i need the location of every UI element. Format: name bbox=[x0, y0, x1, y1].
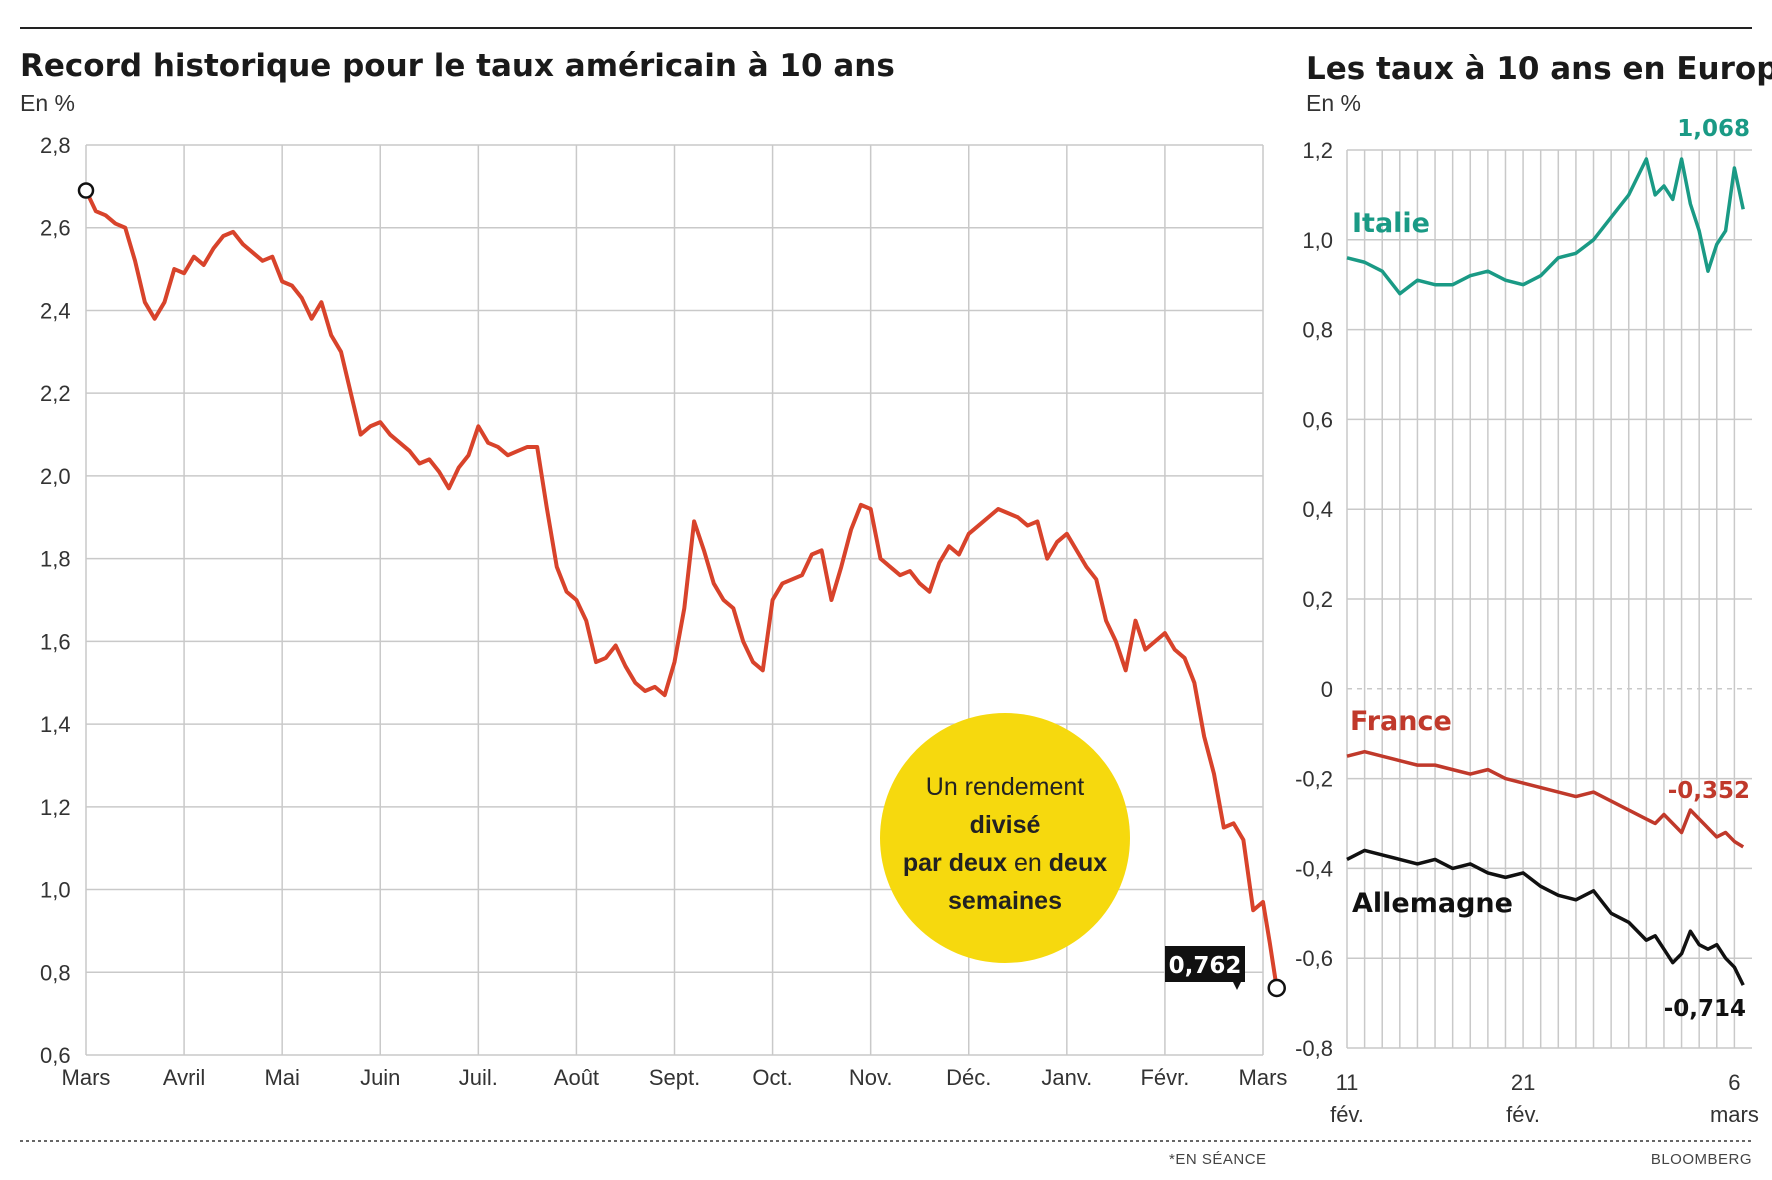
eu-x-tick-day: 11 bbox=[1336, 1070, 1359, 1095]
eu-gridlines bbox=[1346, 149, 1752, 1049]
us-x-tick: Juin bbox=[360, 1065, 400, 1090]
series-label-allemagne: Allemagne bbox=[1352, 888, 1513, 919]
eu-y-tick: 1,2 bbox=[1302, 138, 1333, 163]
us-x-tick: Déc. bbox=[946, 1065, 991, 1090]
eu-chart-title: Les taux à 10 ans en Europe bbox=[1306, 51, 1772, 87]
us-y-tick: 2,6 bbox=[40, 216, 71, 241]
us-y-axis: 0,6 0,8 1,0 1,2 1,4 1,6 1,8 2,0 2,2 2,4 2,6 2,8 bbox=[40, 133, 71, 1068]
us-series bbox=[77, 182, 1286, 998]
us-last-value: 0,762 bbox=[1169, 953, 1242, 979]
us-x-tick: Juil. bbox=[459, 1065, 498, 1090]
footer-note: *EN SÉANCE bbox=[1169, 1151, 1267, 1168]
eu-x-tick-month: fév. bbox=[1330, 1102, 1364, 1127]
us-y-tick: 2,0 bbox=[40, 464, 71, 489]
us-x-tick: Févr. bbox=[1140, 1065, 1189, 1090]
callout-line4: semaines bbox=[948, 887, 1062, 915]
us-start-point bbox=[77, 182, 95, 199]
us-y-tick: 1,6 bbox=[40, 629, 71, 654]
us-y-tick: 1,4 bbox=[40, 712, 71, 737]
us-x-tick: Oct. bbox=[752, 1065, 792, 1090]
eu-line-italie bbox=[1346, 157, 1745, 296]
us-x-tick: Mai bbox=[264, 1065, 299, 1090]
italie-end-value: 1,068 bbox=[1677, 116, 1750, 142]
callout-line1: Un rendement bbox=[926, 773, 1084, 801]
us-y-tick: 1,0 bbox=[40, 878, 71, 903]
eu-series-group bbox=[1346, 157, 1745, 986]
us-10y-rate-line bbox=[84, 189, 1279, 989]
eu-y-tick: -0,4 bbox=[1295, 856, 1333, 881]
eu-y-tick: -0,6 bbox=[1295, 946, 1333, 971]
us-last-value-badge: 0,762 bbox=[1165, 946, 1245, 990]
us-x-tick: Nov. bbox=[849, 1065, 893, 1090]
us-y-tick: 0,6 bbox=[40, 1043, 71, 1068]
footer-source: BLOOMBERG bbox=[1651, 1151, 1752, 1168]
allemagne-end-value: -0,714 bbox=[1664, 996, 1746, 1022]
us-x-tick: Avril bbox=[163, 1065, 205, 1090]
eu-x-tick-month: fév. bbox=[1506, 1102, 1540, 1127]
us-x-tick: Mars bbox=[62, 1065, 111, 1090]
eu-y-tick: 0,6 bbox=[1302, 407, 1333, 432]
series-label-france: France bbox=[1350, 706, 1452, 737]
us-y-tick: 2,4 bbox=[40, 298, 71, 323]
us-x-tick: Août bbox=[554, 1065, 599, 1090]
eu-chart-unit: En % bbox=[1306, 90, 1361, 116]
eu-y-tick: -0,2 bbox=[1295, 767, 1333, 792]
eu-x-tick-day: 21 bbox=[1511, 1070, 1535, 1095]
eu-x-axis: 11 fév. 21 fév. 6 mars bbox=[1330, 1070, 1759, 1127]
callout-line3: par deux en deux bbox=[903, 849, 1107, 877]
eu-y-tick: -0,8 bbox=[1295, 1036, 1333, 1061]
badge-background bbox=[1165, 946, 1245, 982]
eu-y-tick: 1,0 bbox=[1302, 228, 1333, 253]
eu-line-france bbox=[1346, 749, 1745, 849]
callout-line2: divisé bbox=[970, 811, 1041, 839]
eu-y-tick: 0,2 bbox=[1302, 587, 1333, 612]
us-chart-unit: En % bbox=[20, 90, 75, 116]
callout-line3-bold2: deux bbox=[1049, 849, 1107, 877]
eu-x-tick-month: mars bbox=[1710, 1102, 1759, 1127]
us-y-tick: 2,2 bbox=[40, 381, 71, 406]
badge-pointer bbox=[1233, 982, 1241, 990]
us-y-tick: 1,8 bbox=[40, 547, 71, 572]
us-x-tick: Sept. bbox=[649, 1065, 700, 1090]
eu-line-allemagne bbox=[1346, 848, 1745, 986]
rendement-callout: Un rendement divisé par deux en deux sem… bbox=[880, 713, 1130, 963]
eu-y-tick: 0,4 bbox=[1302, 497, 1333, 522]
us-chart-title: Record historique pour le taux américain… bbox=[20, 48, 895, 84]
eu-y-tick: 0,8 bbox=[1302, 318, 1333, 343]
us-y-tick: 1,2 bbox=[40, 795, 71, 820]
us-x-tick: Janv. bbox=[1041, 1065, 1092, 1090]
series-label-italie: Italie bbox=[1352, 208, 1430, 239]
callout-line3-bold1: par deux bbox=[903, 849, 1007, 877]
callout-line3-plain: en bbox=[1014, 849, 1042, 877]
us-y-tick: 2,8 bbox=[40, 133, 71, 158]
us-end-point bbox=[1267, 978, 1286, 998]
callout-circle bbox=[880, 713, 1130, 963]
eu-y-tick: 0 bbox=[1321, 677, 1333, 702]
eu-y-axis: -0,8 -0,6 -0,4 -0,2 0 0,2 0,4 0,6 0,8 1,0 1,2 bbox=[1295, 138, 1333, 1061]
us-y-tick: 0,8 bbox=[40, 960, 71, 985]
us-x-axis: Mars Avril Mai Juin Juil. Août Sept. Oct. Nov. Dé… bbox=[62, 1065, 1288, 1090]
france-end-value: -0,352 bbox=[1668, 778, 1750, 804]
us-x-tick: Mars bbox=[1239, 1065, 1288, 1090]
eu-x-tick-day: 6 bbox=[1728, 1070, 1740, 1095]
